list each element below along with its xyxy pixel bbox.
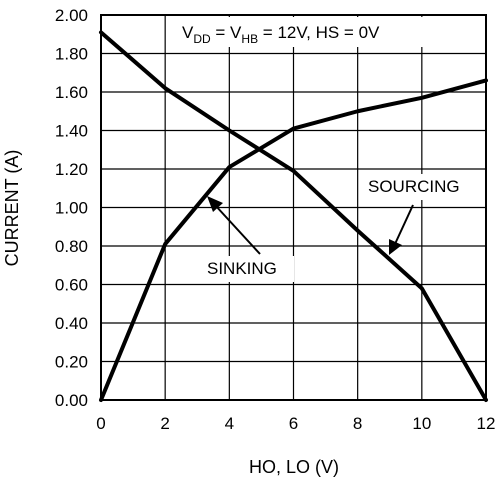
x-tick-label: 10	[412, 414, 431, 433]
sinking-label-background	[202, 256, 294, 282]
sourcing-arrow-shaft	[394, 204, 414, 245]
condition-label: VDD = VHB = 12V, HS = 0V	[182, 23, 380, 46]
x-tick-label: 0	[96, 414, 105, 433]
sourcing-arrow-head	[389, 239, 402, 255]
y-tick-label: 0.40	[55, 314, 88, 333]
grid	[100, 14, 487, 401]
x-tick-label: 12	[477, 414, 496, 433]
x-tick-label: 4	[225, 414, 234, 433]
y-axis-label: CURRENT (A)	[2, 150, 22, 267]
y-tick-label: 1.00	[55, 199, 88, 218]
y-tick-label: 1.60	[55, 83, 88, 102]
x-tick-label: 6	[289, 414, 298, 433]
y-tick-label: 1.80	[55, 45, 88, 64]
tick-labels: 0 2 4 6 8 10 12 0.00 0.20 0.40 0.60 0.80 1.00 1.20 1.4…	[55, 6, 496, 433]
data-series	[99, 30, 488, 402]
annotations: VDD = VHB = 12V, HS = 0V SINKING SOURCIN…	[170, 17, 482, 282]
sinking-label: SINKING	[207, 259, 277, 278]
x-tick-label: 8	[353, 414, 362, 433]
y-tick-label: 1.40	[55, 122, 88, 141]
y-tick-label: 0.00	[55, 391, 88, 410]
series-line-sinking	[99, 30, 488, 402]
plot-frame	[100, 14, 487, 401]
y-tick-label: 1.20	[55, 160, 88, 179]
x-tick-label: 2	[160, 414, 169, 433]
y-tick-label: 0.20	[55, 353, 88, 372]
y-tick-label: 0.80	[55, 237, 88, 256]
sinking-arrow-head	[207, 196, 223, 212]
y-tick-label: 0.60	[55, 276, 88, 295]
sinking-arrow-shaft	[214, 204, 261, 255]
y-tick-label: 2.00	[55, 6, 88, 25]
x-axis-label: HO, LO (V)	[249, 457, 339, 477]
sourcing-label-background	[362, 174, 482, 200]
sourcing-label: SOURCING	[368, 177, 460, 196]
condition-label-background	[170, 17, 438, 47]
series-line-sourcing	[99, 78, 488, 402]
